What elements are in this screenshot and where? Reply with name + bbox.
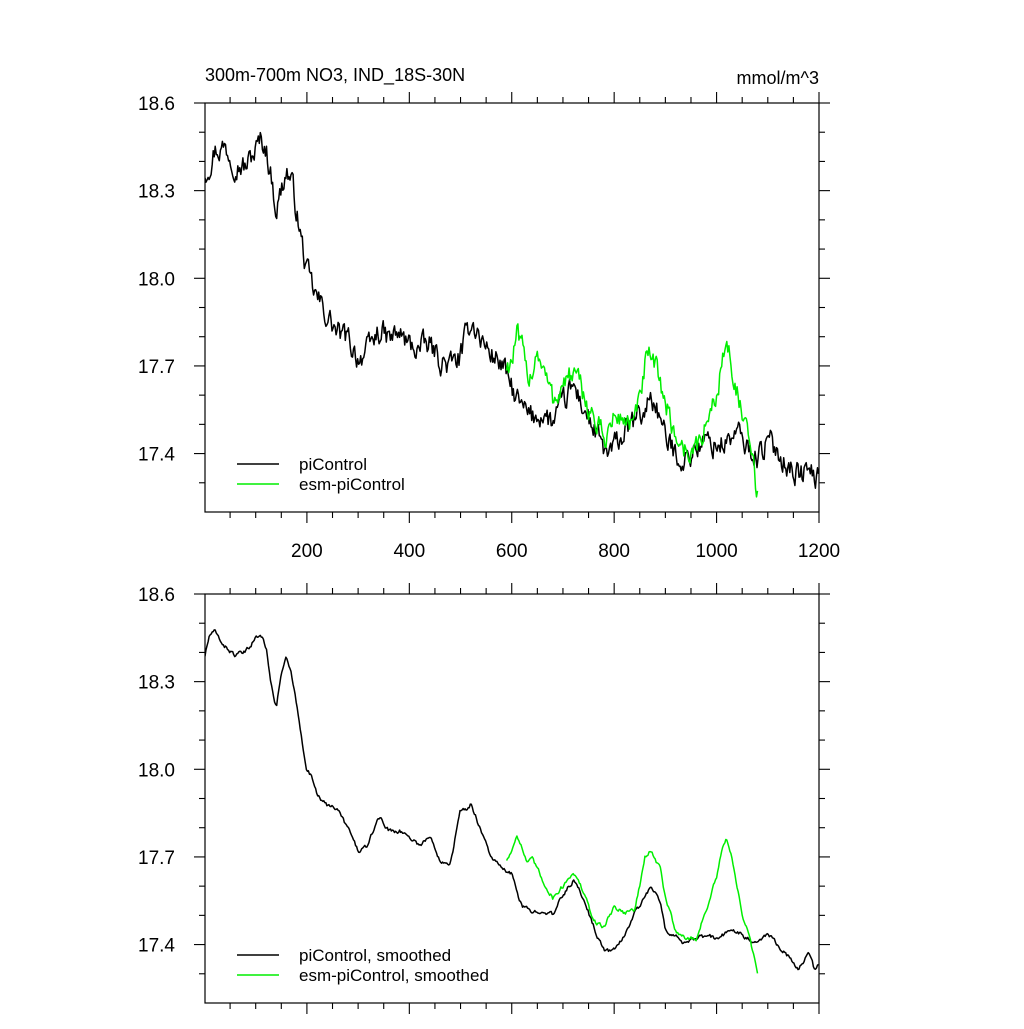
- y-tick-label: 18.0: [138, 760, 175, 781]
- x-tick-label: 1200: [798, 541, 840, 562]
- y-tick-label: 18.0: [138, 269, 175, 290]
- legend-entry: esm-piControl: [299, 475, 405, 494]
- series-line-picontrol-smoothed: [205, 629, 819, 971]
- chart-title: 300m-700m NO3, IND_18S-30N: [205, 65, 465, 86]
- legend-entry: esm-piControl, smoothed: [299, 966, 489, 985]
- plot-frame: [204, 102, 820, 513]
- y-tick-label: 17.4: [138, 445, 175, 466]
- legend-entry: piControl, smoothed: [299, 946, 451, 965]
- y-tick-label: 18.6: [138, 94, 175, 115]
- legend-entry: piControl: [299, 455, 367, 474]
- series-line-esm-picontrol-smoothed: [505, 835, 759, 974]
- panels-group: 17.4 17.7 18.0 18.3 18.6 200 400 600 800 1000 1200…: [138, 92, 840, 1014]
- units-label: mmol/m^3: [737, 68, 819, 88]
- y-tick-label: 18.6: [138, 585, 175, 606]
- y-tick-label: 18.3: [138, 182, 175, 203]
- y-tick-label: 17.7: [138, 357, 175, 378]
- x-tick-label: 800: [598, 541, 630, 562]
- plot-frame: [204, 593, 820, 1004]
- x-tick-label: 600: [496, 541, 528, 562]
- x-tick-label: 200: [291, 541, 323, 562]
- x-tick-label: 400: [393, 541, 425, 562]
- series-line-picontrol: [205, 131, 819, 489]
- y-tick-label: 18.3: [138, 673, 175, 694]
- panel-bottom: 17.4 17.7 18.0 18.3 18.6 piControl, smoothede…: [138, 583, 830, 1014]
- y-tick-label: 17.7: [138, 848, 175, 869]
- series-line-esm-picontrol: [505, 323, 759, 498]
- panel-top: 17.4 17.7 18.0 18.3 18.6 200 400 600 800 1000 1200…: [138, 92, 840, 562]
- x-tick-label: 1000: [695, 541, 737, 562]
- y-tick-label: 17.4: [138, 936, 175, 957]
